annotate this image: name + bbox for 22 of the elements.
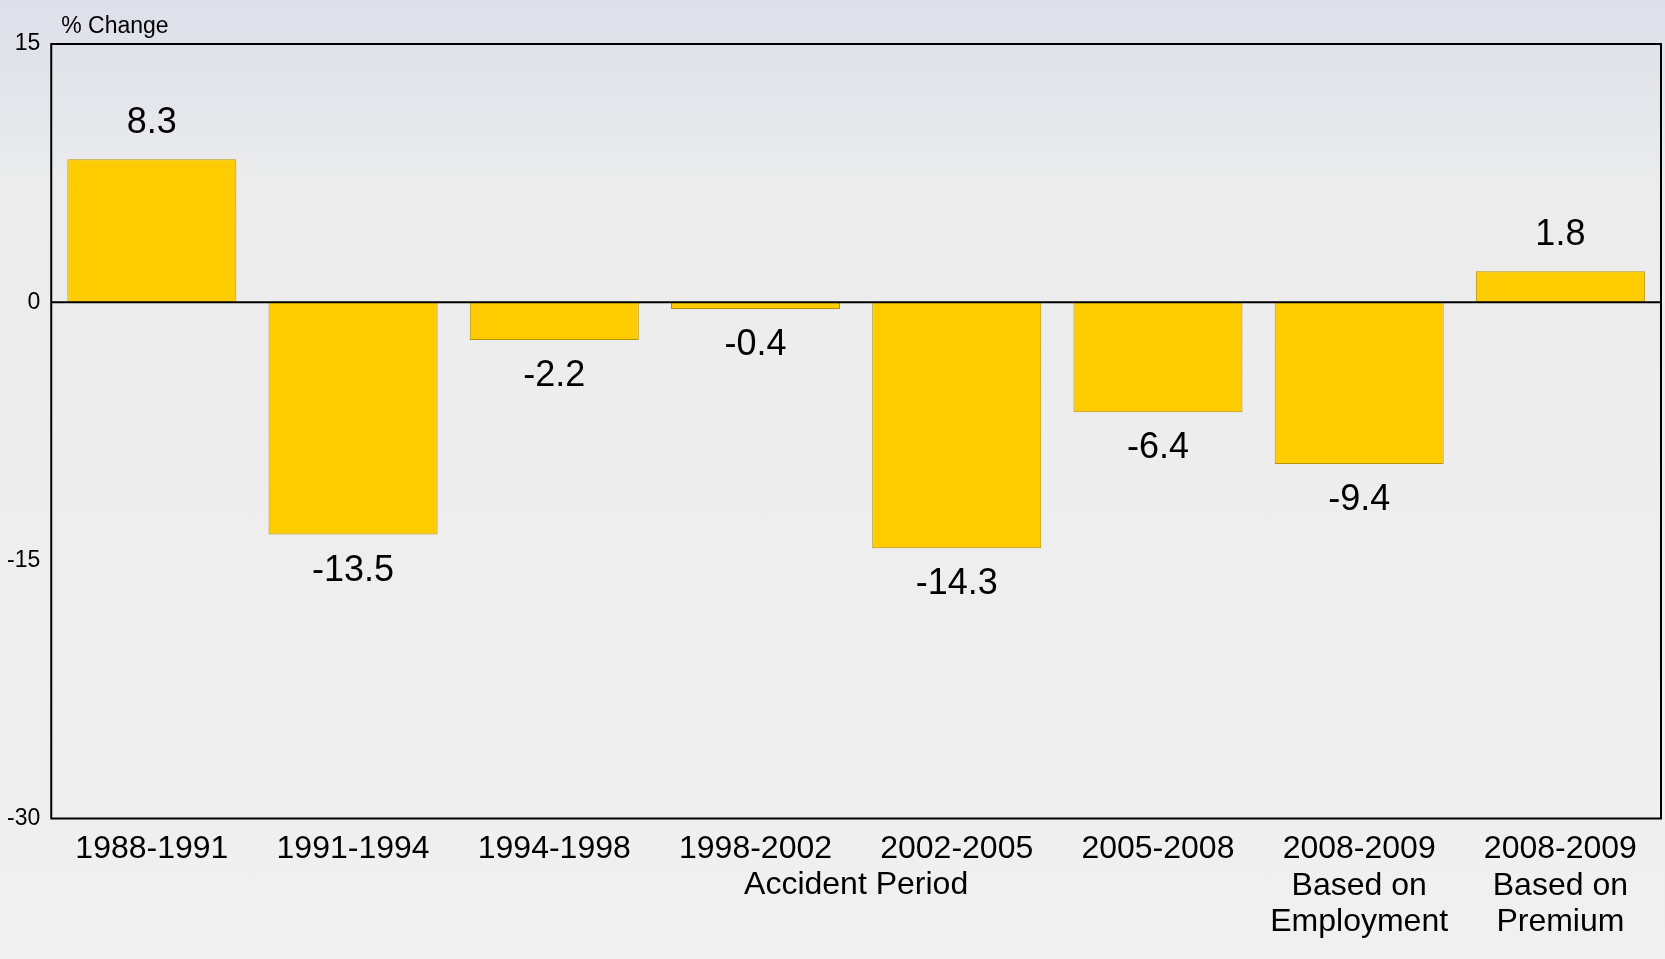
x-tick-label: 2005-2008 — [1081, 828, 1235, 865]
data-label: 1.8 — [1535, 212, 1586, 254]
y-tick-label: -15 — [6, 545, 41, 572]
x-axis-title: Accident Period — [744, 865, 969, 902]
x-tick-label: 2002-2005 — [880, 828, 1034, 865]
data-label: -13.5 — [312, 547, 395, 589]
y-tick-label: -30 — [6, 803, 41, 830]
data-label: -6.4 — [1126, 425, 1189, 467]
data-label: -9.4 — [1328, 476, 1391, 518]
x-tick-label: 1998-2002 — [679, 828, 833, 865]
x-tick-label: 1988-1991 — [75, 828, 229, 865]
x-tick-label: 2008-2009 Based on Premium — [1483, 828, 1637, 939]
x-tick-label: 1991-1994 — [276, 828, 430, 865]
data-label: 8.3 — [126, 100, 177, 142]
x-tick-label: 2008-2009 Based on Employment — [1270, 828, 1449, 939]
x-tick-label: 1994-1998 — [477, 828, 631, 865]
y-axis-title: % Change — [61, 11, 169, 38]
y-tick-label: 15 — [14, 29, 41, 56]
data-label: -2.2 — [523, 352, 586, 394]
data-label: -0.4 — [724, 322, 787, 364]
data-label: -14.3 — [915, 561, 998, 603]
y-tick-label: 0 — [27, 287, 41, 314]
